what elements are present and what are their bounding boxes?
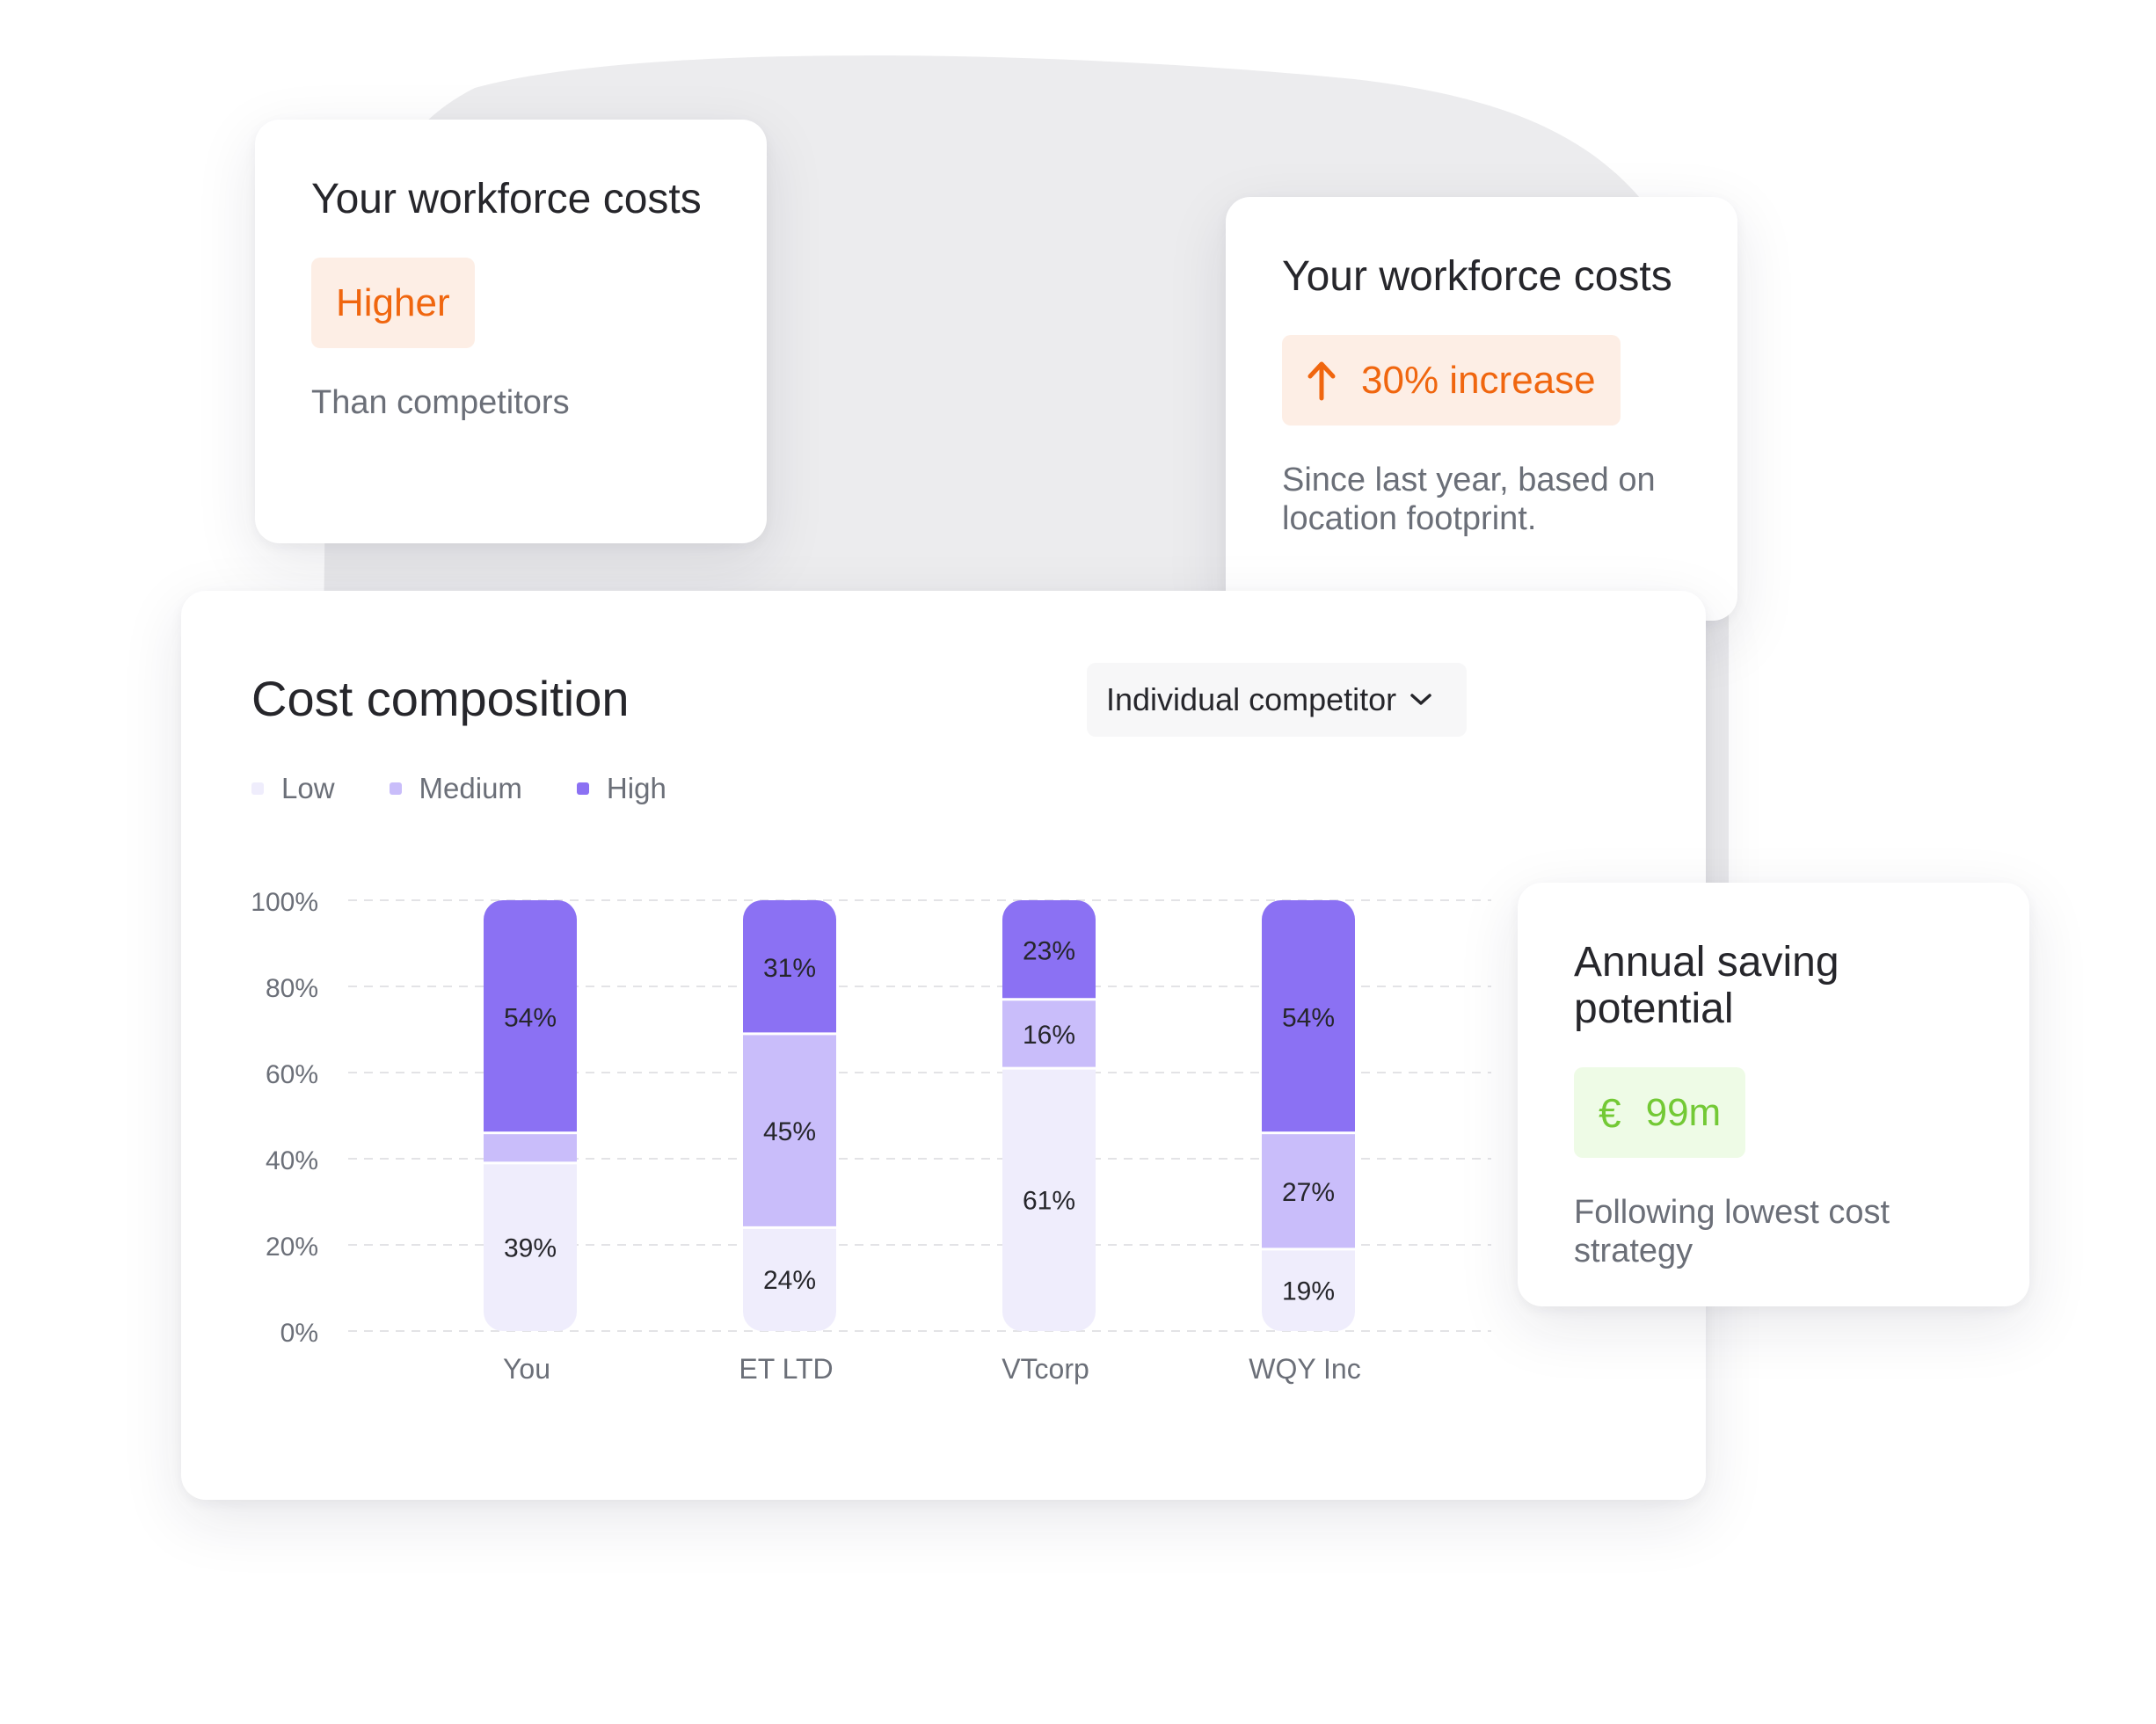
bar-stack-vtcorp [1002,900,1096,1331]
badge-label: 99m [1645,1090,1722,1134]
x-tick-label: You [503,1353,550,1385]
workforce-costs-trend-card: Your workforce costs 30% increase Since … [1226,197,1737,621]
increase-badge: 30% increase [1282,335,1621,426]
dropdown-selected-value: Individual competitor [1106,681,1397,717]
card-note: Than competitors [311,384,570,421]
card-title: Annual saving potential [1574,939,1839,1032]
bar-segment-high [1002,900,1096,1000]
y-tick-label: 40% [266,1146,318,1175]
y-tick-label: 100% [251,888,318,917]
x-tick-label: ET LTD [739,1353,833,1385]
cost-composition-card: Cost composition Individual competitor L… [181,591,1706,1500]
data-label: 39% [504,1233,557,1262]
bar-segment-medium [1002,999,1096,1069]
annual-saving-card: Annual saving potential € 99m Following … [1518,883,2029,1306]
workforce-costs-comparison-card: Your workforce costs Higher Than competi… [255,120,767,543]
bar-stack-et-ltd [743,900,836,1331]
card-note: Following lowest cost strategy [1574,1194,1890,1269]
legend-label-low: Low [281,772,335,804]
bar-segment-low [743,1227,836,1331]
bar-segment-medium [484,1132,577,1163]
saving-badge: € 99m [1574,1067,1746,1158]
legend-item-low: Low [251,772,335,805]
legend-item-medium: Medium [389,772,522,805]
data-label: 45% [763,1117,816,1146]
bar-segment-high [484,900,577,1133]
bar-segment-high [743,900,836,1034]
card-note: Since last year, based on location footp… [1282,462,1656,537]
data-label: 54% [504,1003,557,1032]
stacked-bar-chart: 0% 20% 40% 60% 80% 100% 39% 54% You 24% 45% 31% ET L… [251,888,1491,1385]
euro-icon: € [1599,1089,1621,1136]
chart-title: Cost composition [251,671,630,726]
legend-label-medium: Medium [419,772,522,804]
y-tick-label: 80% [266,974,318,1003]
bar-segment-medium [743,1033,836,1228]
card-title: Your workforce costs [311,176,702,222]
bar-stack-wqy-inc [1262,900,1355,1331]
data-label: 23% [1023,936,1075,965]
bar-segment-medium [1262,1132,1355,1249]
y-tick-label: 20% [266,1233,318,1262]
bar-stack-you [484,900,577,1331]
data-label: 31% [763,954,816,983]
bar-segment-low [484,1162,577,1331]
competitor-dropdown[interactable]: Individual competitor [1087,663,1467,737]
card-title: Your workforce costs [1282,253,1672,300]
data-label: 19% [1282,1277,1335,1306]
chevron-down-icon [1410,694,1431,705]
chart-legend: Low Medium High [251,772,666,805]
x-tick-label: WQY Inc [1249,1353,1360,1385]
data-label: 27% [1282,1178,1335,1207]
arrow-up-icon [1307,361,1336,400]
legend-swatch-medium [389,782,402,795]
data-label: 16% [1023,1021,1075,1050]
badge-label: 30% increase [1361,358,1596,402]
y-tick-label: 60% [266,1060,318,1089]
bar-segment-high [1262,900,1355,1133]
legend-swatch-low [251,782,264,795]
legend-label-high: High [606,772,666,804]
bar-segment-low [1262,1248,1355,1331]
data-label: 54% [1282,1003,1335,1032]
badge-label: Higher [336,280,450,324]
higher-badge: Higher [311,258,475,348]
legend-swatch-high [576,782,589,795]
legend-item-high: High [576,772,666,805]
data-label: 61% [1023,1187,1075,1216]
x-tick-label: VTcorp [1002,1353,1089,1385]
data-label: 24% [763,1266,816,1295]
y-tick-label: 0% [280,1319,318,1348]
bar-segment-low [1002,1068,1096,1331]
